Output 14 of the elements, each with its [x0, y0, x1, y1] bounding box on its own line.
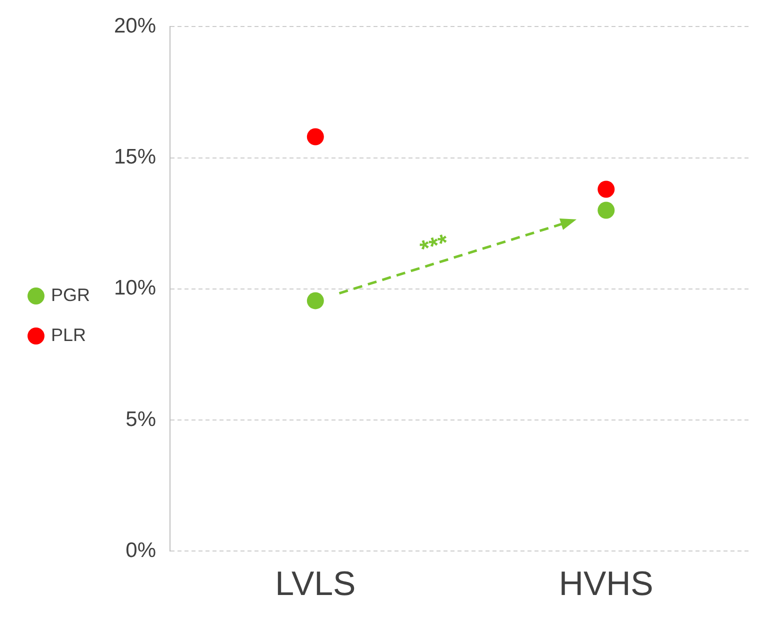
- legend-label: PLR: [51, 324, 86, 345]
- point: [598, 180, 615, 198]
- x-tick-label: HVHS: [558, 564, 654, 603]
- y-tick-label: 0%: [126, 538, 156, 562]
- point: [306, 292, 324, 310]
- point: [598, 202, 615, 219]
- annotation: ***: [417, 229, 453, 264]
- y-tick-label: 10%: [114, 276, 156, 300]
- point: [306, 128, 324, 146]
- x-tick-label: LVLS: [275, 564, 356, 603]
- y-tick-label: 5%: [126, 408, 156, 431]
- y-tick-label: 20%: [114, 14, 156, 38]
- y-tick-label: 15%: [114, 146, 156, 169]
- legend-label: PGR: [51, 284, 90, 305]
